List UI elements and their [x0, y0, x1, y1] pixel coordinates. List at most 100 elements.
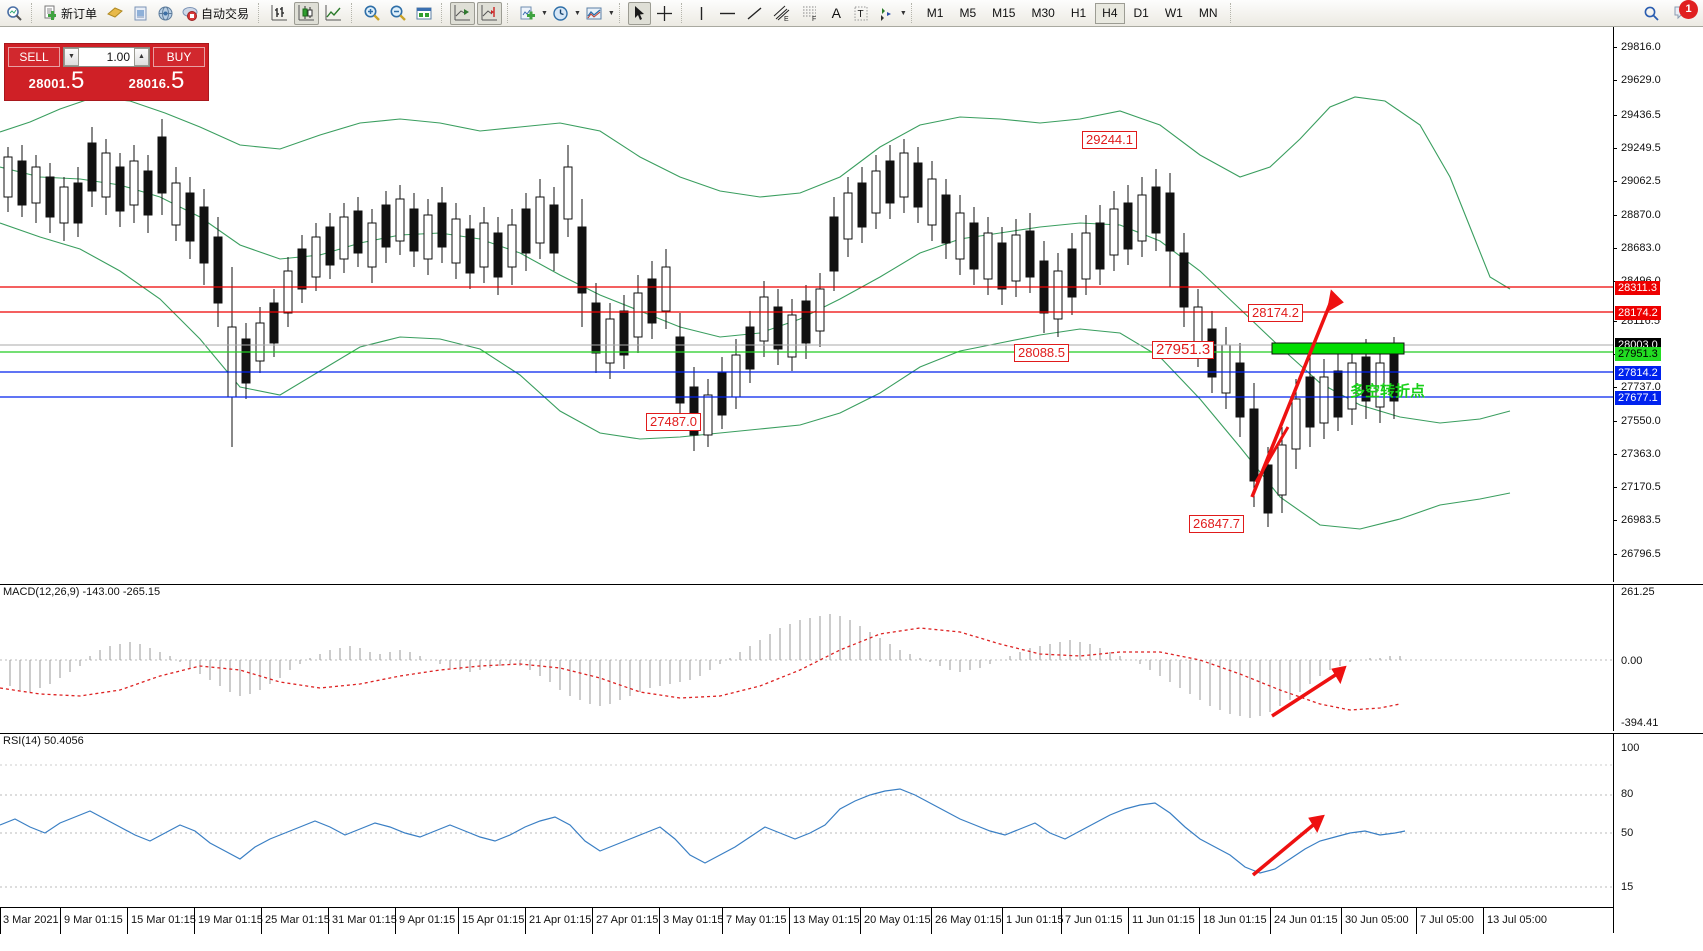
timeframe-d1[interactable]: D1 — [1133, 6, 1149, 20]
time-label: 21 Apr 01:15 — [529, 914, 592, 926]
price-axis[interactable]: 29816.0 29629.0 29436.5 29249.5 29062.5 … — [1613, 27, 1703, 582]
timeframe-h1[interactable]: H1 — [1070, 6, 1087, 20]
volume-down-stepper[interactable]: ▼ — [64, 47, 79, 66]
expert-advisors-icon[interactable] — [129, 2, 152, 25]
buy-button[interactable]: BUY — [153, 46, 205, 67]
price-tick: 27737.0 — [1621, 381, 1661, 393]
timeframe-w1[interactable]: W1 — [1164, 6, 1183, 20]
time-label: 9 Apr 01:15 — [399, 914, 456, 926]
timeframe-mn[interactable]: MN — [1198, 6, 1218, 20]
vertical-line-icon[interactable] — [690, 2, 713, 25]
price-tick: 29249.5 — [1621, 142, 1661, 154]
indicators-add-icon[interactable] — [516, 2, 539, 25]
timeframe-h4[interactable]: H4 — [1095, 2, 1125, 24]
annotation-28088[interactable]: 28088.5 — [1014, 344, 1069, 362]
macd-scale-mid: 0.00 — [1621, 655, 1643, 667]
time-axis[interactable]: 3 Mar 2021 9 Mar 01:15 15 Mar 01:15 19 M… — [0, 907, 1613, 934]
timeframe-m15[interactable]: M15 — [992, 6, 1016, 20]
price-badge-support-lower[interactable]: 27677.1 — [1615, 391, 1661, 405]
rsi-chart-svg — [0, 764, 1613, 888]
one-click-price-row: 28001 . 5 28016 . 5 — [5, 68, 208, 100]
auto-scroll-icon[interactable] — [450, 1, 476, 25]
rsi-line — [0, 788, 1406, 874]
zoom-out-icon[interactable] — [386, 2, 410, 25]
buy-price-display[interactable]: 28016 . 5 — [108, 68, 205, 97]
annotation-26847[interactable]: 26847.7 — [1189, 515, 1244, 533]
zoom-in-icon[interactable] — [360, 2, 384, 25]
rsi-pane[interactable]: RSI(14) 50.4056 100 80 50 15 3 Mar — [0, 733, 1703, 934]
annotation-27487[interactable]: 27487.0 — [646, 413, 701, 431]
notifications-icon[interactable]: 1 — [1670, 0, 1698, 25]
arrows-icon[interactable] — [875, 2, 898, 25]
price-tick: 28870.0 — [1621, 209, 1661, 221]
autotrading-button[interactable]: 自动交易 — [179, 2, 253, 25]
annotation-28174[interactable]: 28174.2 — [1248, 304, 1303, 322]
timeframe-m1[interactable]: M1 — [926, 6, 944, 20]
volume-up-stepper[interactable]: ▲ — [134, 47, 149, 66]
chevron-down-icon[interactable]: ▼ — [899, 9, 907, 17]
price-badge-bid-price[interactable]: 27951.3 — [1615, 347, 1661, 361]
candlestick-chart-icon[interactable] — [294, 1, 320, 25]
chart-grid-icon[interactable] — [412, 2, 436, 25]
rsi-axis-line — [1613, 733, 1614, 933]
price-tick: 26983.5 — [1621, 514, 1661, 526]
sell-price-display[interactable]: 28001 . 5 — [8, 68, 105, 97]
macd-title: MACD(12,26,9) -143.00 -265.15 — [3, 586, 161, 598]
templates-icon[interactable] — [582, 2, 606, 25]
bar-chart-icon[interactable] — [267, 2, 292, 25]
price-chart-svg — [0, 27, 1613, 582]
chevron-down-icon[interactable]: ▼ — [607, 9, 615, 17]
chart-area[interactable]: ➤HK50-,H4 28108.0 28169.5 27931.0 28003.… — [0, 27, 1703, 951]
chevron-down-icon[interactable]: ▼ — [573, 9, 581, 17]
price-badge-support-upper[interactable]: 27814.2 — [1615, 366, 1661, 380]
toolbar-separator — [441, 3, 445, 23]
macd-pane[interactable]: MACD(12,26,9) -143.00 -265.15 — [0, 584, 1703, 731]
one-click-top-row: SELL ▼ 1.00 ▲ BUY — [5, 44, 208, 68]
candlesticks — [0, 119, 1613, 527]
toolbar-separator — [618, 3, 623, 23]
sell-price-dot: . — [66, 75, 70, 91]
signals-globe-icon[interactable] — [154, 2, 177, 25]
line-chart-icon[interactable] — [321, 2, 346, 25]
notification-badge: 1 — [1679, 0, 1698, 19]
horizontal-line-icon[interactable] — [715, 2, 740, 25]
text-label-icon[interactable]: A — [831, 5, 842, 21]
price-axis-line — [1613, 27, 1614, 582]
chevron-down-icon[interactable]: ▼ — [541, 9, 548, 17]
macd-histogram — [9, 614, 1401, 718]
rsi-scale-15: 15 — [1621, 881, 1634, 893]
period-clock-icon[interactable] — [549, 2, 572, 25]
rsi-scale-50: 50 — [1621, 827, 1634, 839]
chart-shift-icon[interactable] — [477, 1, 503, 25]
volume-input[interactable]: ▼ 1.00 ▲ — [63, 46, 150, 67]
crosshair-icon[interactable] — [653, 2, 676, 25]
cursor-arrow-icon[interactable] — [627, 1, 651, 25]
trendline-icon[interactable] — [742, 2, 767, 25]
macd-chart-svg — [0, 614, 1613, 718]
price-badge-resistance-high[interactable]: 28311.3 — [1615, 281, 1660, 295]
sell-button[interactable]: SELL — [8, 46, 60, 67]
annotation-27951[interactable]: 27951.3 — [1152, 341, 1215, 359]
toolbar-separator — [31, 3, 35, 23]
rsi-scale-80: 80 — [1621, 788, 1634, 800]
metaeditor-icon[interactable] — [103, 2, 127, 25]
new-order-button[interactable]: 新订单 — [40, 2, 101, 25]
time-label: 31 Mar 01:15 — [332, 914, 397, 926]
magnifier-chart-icon[interactable] — [3, 2, 26, 25]
time-label: 1 Jun 01:15 — [1006, 914, 1064, 926]
text-box-icon[interactable]: T — [850, 2, 873, 25]
annotation-29244[interactable]: 29244.1 — [1082, 131, 1137, 149]
price-pane[interactable]: ➤HK50-,H4 28108.0 28169.5 27931.0 28003.… — [0, 27, 1703, 582]
toolbar-separator — [507, 3, 511, 23]
equidistant-channel-icon[interactable]: E — [769, 2, 795, 25]
timeframe-m5[interactable]: M5 — [959, 6, 977, 20]
price-badge-resistance-mid[interactable]: 28174.2 — [1615, 306, 1661, 320]
one-click-trading-panel[interactable]: SELL ▼ 1.00 ▲ BUY 28001 . 5 28016 — [4, 43, 209, 101]
toolbar-separator — [680, 3, 685, 23]
fibonacci-icon[interactable]: F — [797, 2, 823, 25]
chinese-annotation-note[interactable]: 多空转折点 — [1350, 383, 1426, 400]
timeframe-m30[interactable]: M30 — [1031, 6, 1055, 20]
time-label: 27 Apr 01:15 — [596, 914, 659, 926]
search-icon[interactable] — [1640, 2, 1663, 25]
